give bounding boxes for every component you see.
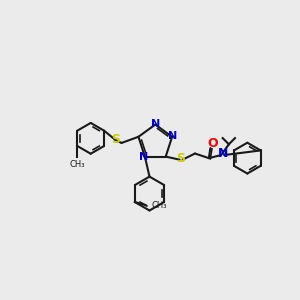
Text: CH₃: CH₃ (70, 160, 85, 169)
Text: S: S (111, 133, 120, 146)
Text: N: N (218, 147, 228, 160)
Text: O: O (207, 137, 218, 150)
Text: N: N (139, 152, 148, 162)
Text: S: S (176, 152, 185, 165)
Text: N: N (168, 131, 178, 141)
Text: N: N (151, 119, 160, 129)
Text: CH₃: CH₃ (152, 201, 167, 210)
